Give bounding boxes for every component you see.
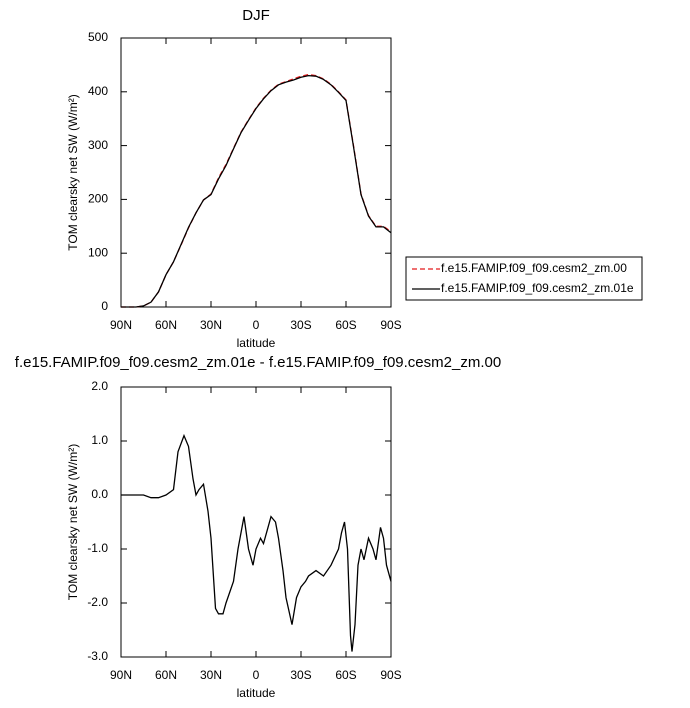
y-tick-label: 1.0 [91,433,108,447]
chart-title: DJF [242,7,270,24]
x-tick-label: 60N [155,318,177,332]
x-tick-label: 90N [110,318,132,332]
x-tick-label: 30N [200,668,222,682]
x-tick-label: 30N [200,318,222,332]
y-tick-label: -1.0 [87,541,108,555]
x-tick-label: 60S [335,668,356,682]
y-axis-label: TOM clearsky net SW (W/m²) [66,94,80,250]
x-axis-label: latitude [237,336,276,350]
legend-frame [405,256,643,301]
legend-label: f.e15.FAMIP.f09_f09.cesm2_zm.01e [441,281,634,295]
x-tick-label: 60S [335,318,356,332]
plot-frame [120,37,392,308]
x-tick-label: 90N [110,668,132,682]
y-tick-label: 200 [88,192,108,206]
y-tick-label: -2.0 [87,595,108,609]
x-tick-label: 0 [253,318,260,332]
x-tick-label: 90S [380,668,401,682]
y-axis-label: TOM clearsky net SW (W/m²) [66,444,80,600]
y-tick-label: 2.0 [91,379,108,393]
x-tick-label: 30S [290,318,311,332]
x-axis-label: latitude [237,686,276,700]
data-line [121,75,392,308]
x-tick-label: 60N [155,668,177,682]
chart-title: f.e15.FAMIP.f09_f09.cesm2_zm.01e - f.e15… [15,354,501,371]
y-tick-label: 0.0 [91,487,108,501]
data-line [121,433,392,652]
plot-frame [120,386,392,658]
y-tick-label: -3.0 [87,649,108,663]
x-tick-label: 0 [253,668,260,682]
y-tick-label: 500 [88,30,108,44]
y-tick-label: 0 [101,299,108,313]
x-tick-label: 30S [290,668,311,682]
y-tick-label: 300 [88,138,108,152]
x-tick-label: 90S [380,318,401,332]
legend-label: f.e15.FAMIP.f09_f09.cesm2_zm.00 [441,261,627,275]
y-tick-label: 100 [88,245,108,259]
y-tick-label: 400 [88,84,108,98]
